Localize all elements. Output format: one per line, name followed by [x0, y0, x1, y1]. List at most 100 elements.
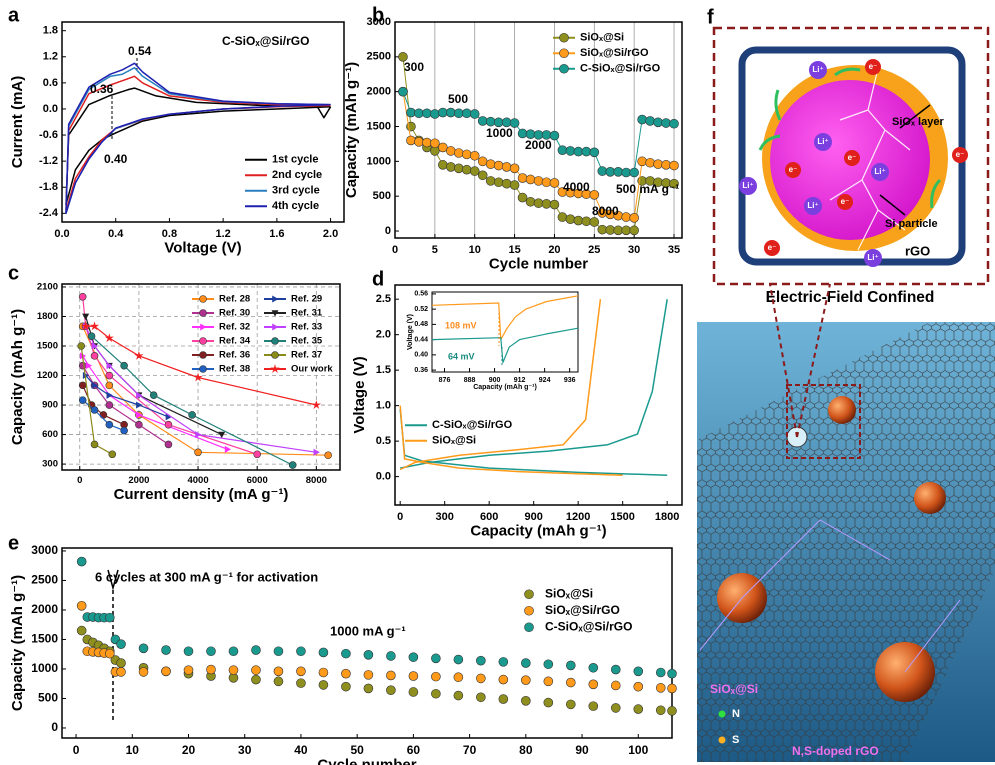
data-point: [611, 681, 620, 690]
data-point: [476, 656, 485, 665]
data-point: [184, 666, 193, 675]
annotation: 2000: [525, 138, 552, 152]
data-point: [521, 659, 530, 668]
data-point: [654, 160, 663, 169]
panel-label: c: [8, 262, 19, 284]
x-tick-label: 0: [397, 511, 403, 523]
x-tick-label: 912: [514, 377, 526, 384]
legend-marker: [200, 352, 207, 359]
x-axis-label: Current density (mA g⁻¹): [114, 486, 289, 503]
data-point: [606, 167, 615, 176]
particle: [914, 482, 946, 514]
y-tick-label: -2.4: [39, 207, 59, 219]
legend-label: Ref. 31: [291, 308, 323, 319]
e-label: e⁻: [841, 197, 850, 206]
data-point: [630, 168, 639, 177]
x-tick-label: 20: [182, 743, 196, 757]
data-point: [79, 382, 86, 389]
legend-label: C-SiOₓ@Si/rGO: [580, 63, 661, 75]
data-point: [614, 226, 623, 235]
legend-label: C-SiOₓ@Si/rGO: [432, 419, 513, 431]
data-point: [478, 116, 487, 125]
data-point: [598, 167, 607, 176]
y-tick-label: -1.2: [39, 155, 58, 167]
y-tick-label: 2000: [31, 602, 58, 616]
data-point: [274, 647, 283, 656]
data-point: [622, 168, 631, 177]
e-label: e⁻: [768, 243, 777, 252]
data-point: [462, 109, 471, 118]
data-point: [165, 441, 172, 448]
data-point: [430, 109, 439, 118]
data-point: [364, 670, 373, 679]
x-tick-label: 900: [524, 511, 542, 523]
data-point: [254, 451, 261, 458]
data-point: [544, 660, 553, 669]
data-point: [478, 171, 487, 180]
data-point: [325, 452, 332, 459]
data-point: [106, 382, 113, 389]
schematic: f Li⁺ Li⁺ Li⁺ Li⁺ Li⁺ Li⁺ e⁻ e⁻ e⁻ e⁻ e⁻…: [707, 6, 988, 306]
x-axis-label: Cycle number: [317, 756, 416, 765]
data-point: [195, 449, 202, 456]
data-point: [134, 351, 143, 360]
x-tick-label: 25: [588, 244, 600, 256]
data-point: [566, 700, 575, 709]
data-point: [398, 87, 407, 96]
data-point: [79, 293, 86, 300]
legend-label: 4th cycle: [272, 200, 319, 212]
data-point: [386, 651, 395, 660]
legend-label: SiOₓ@Si: [432, 435, 476, 447]
panel-label: e: [8, 532, 19, 554]
annotation: 8000: [592, 204, 619, 218]
x-tick-label: 0.0: [54, 228, 69, 240]
data-point: [225, 446, 231, 453]
data-point: [590, 190, 599, 199]
data-point: [526, 197, 535, 206]
legend-marker: [525, 606, 534, 615]
data-point: [274, 667, 283, 676]
annotation: 1000 mA g⁻¹: [330, 623, 406, 638]
x-tick-label: 1200: [566, 511, 590, 523]
data-point: [446, 162, 455, 171]
data-point: [86, 362, 92, 369]
annotation: 1000: [486, 126, 513, 140]
x-axis-label: Capacity (mAh g⁻¹): [470, 522, 606, 539]
data-point: [364, 650, 373, 659]
data-point: [229, 666, 238, 675]
x-tick-label: 30: [238, 743, 252, 757]
y-tick-label: 0.0: [43, 103, 58, 115]
ns-rgo-label: N,S-doped rGO: [792, 744, 879, 758]
s-dot: [719, 737, 726, 744]
y-tick-label: 0.52: [414, 306, 428, 313]
data-point: [499, 657, 508, 666]
data-point: [574, 216, 583, 225]
annotation: 500 mA g⁻¹: [616, 182, 679, 196]
data-point: [430, 139, 439, 148]
data-point: [589, 663, 598, 672]
li-label: Li⁺: [817, 137, 828, 146]
x-axis-label: Voltage (V): [164, 239, 241, 256]
legend-marker: [200, 324, 206, 331]
legend-label: Ref. 33: [291, 322, 322, 333]
data-point: [341, 649, 350, 658]
y-tick-label: 0.5: [376, 435, 391, 447]
data-point: [109, 451, 116, 458]
legend-label: Ref. 28: [219, 294, 250, 305]
data-point: [611, 665, 620, 674]
x-tick-label: 50: [350, 743, 364, 757]
annotation: C-SiOₓ@Si/rGO: [222, 34, 309, 48]
data-point: [589, 680, 598, 689]
x-tick-label: 35: [668, 244, 680, 256]
li-label: Li⁺: [812, 65, 823, 74]
y-tick-label: 2.5: [376, 293, 391, 305]
data-point: [634, 682, 643, 691]
data-point: [518, 193, 527, 202]
rendering: SiOₓ@Si N S N,S-doped rGO: [697, 284, 995, 762]
data-point: [510, 164, 519, 173]
y-tick-label: 0.56: [414, 291, 428, 298]
data-point: [502, 162, 511, 171]
data-point: [550, 200, 559, 209]
y-tick-label: 1500: [31, 632, 58, 646]
data-point: [446, 108, 455, 117]
